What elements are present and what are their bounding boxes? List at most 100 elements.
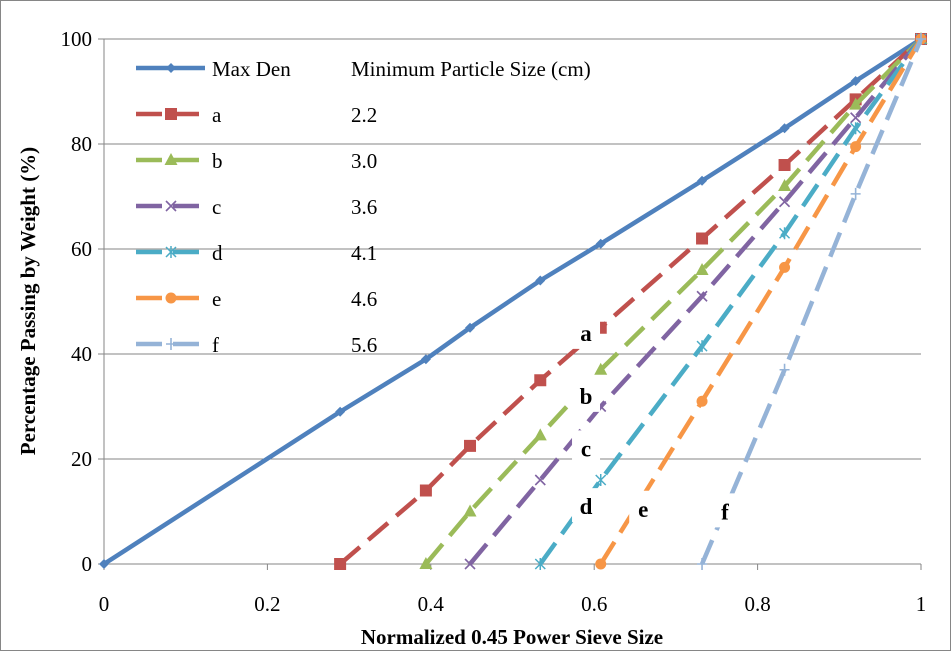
- annotation-label: d: [580, 494, 593, 519]
- data-point: [850, 187, 861, 200]
- data-point: [850, 141, 862, 153]
- legend-marker: [164, 153, 178, 165]
- legend-marker: [165, 246, 177, 258]
- data-point: [850, 76, 861, 86]
- legend-marker: [166, 338, 176, 350]
- legend-header: Minimum Particle Size (cm): [351, 57, 591, 81]
- data-point: [779, 123, 790, 134]
- annotation-bg: [572, 377, 601, 412]
- legend-marker: [166, 63, 176, 73]
- series-e: [595, 33, 927, 570]
- data-point: [696, 340, 708, 353]
- grid-lines: [104, 38, 921, 460]
- legend-size: 3.6: [351, 195, 377, 219]
- data-point: [697, 175, 708, 186]
- data-point: [595, 238, 606, 249]
- annotation-label: e: [638, 497, 648, 522]
- x-tick-label: 0: [99, 592, 110, 616]
- series-layer: [99, 32, 928, 570]
- data-point: [849, 97, 863, 110]
- legend-label: e: [212, 287, 221, 311]
- annotation-bg: [629, 490, 658, 525]
- legend-label: f: [212, 333, 219, 357]
- x-axis-title: Normalized 0.45 Power Sieve Size: [361, 625, 663, 649]
- data-point: [463, 504, 477, 517]
- y-tick-label: 80: [71, 132, 92, 156]
- data-point: [335, 406, 346, 417]
- y-tick-label: 20: [71, 447, 92, 471]
- data-point: [99, 559, 109, 569]
- y-tick-label: 0: [82, 552, 93, 576]
- annotation-bg: [572, 430, 601, 465]
- data-point: [695, 263, 709, 275]
- annotation-bg: [572, 488, 601, 523]
- tick-labels: 0 20 40 60 80 100 0 0.2 0.4 0.6 0.8 1: [61, 27, 927, 616]
- y-tick-label: 100: [61, 27, 93, 51]
- legend-label: a: [212, 103, 222, 127]
- data-point: [419, 484, 432, 497]
- series-f: [697, 33, 926, 570]
- legend: Minimum Particle Size (cm) Max Den a 2.2 b 3.…: [136, 57, 591, 357]
- legend-label: d: [212, 241, 223, 265]
- legend-size: 5.6: [351, 333, 377, 357]
- data-point: [419, 557, 433, 569]
- y-axis-title: Percentage Passing by Weight (%): [16, 147, 40, 455]
- data-point: [916, 33, 926, 45]
- legend-size: 2.2: [351, 103, 377, 127]
- data-point: [778, 179, 792, 191]
- series-line: [699, 38, 924, 565]
- data-point: [594, 362, 608, 375]
- annotation-bg: [710, 493, 739, 528]
- legend-marker: [165, 200, 177, 212]
- data-point: [595, 558, 607, 570]
- data-point: [464, 558, 476, 570]
- data-point: [696, 232, 709, 245]
- series-line: [538, 37, 923, 566]
- x-tick-label: 0.8: [744, 592, 770, 616]
- legend-label: Max Den: [212, 57, 291, 81]
- data-point: [778, 159, 791, 171]
- legend-label: b: [212, 149, 223, 173]
- data-point: [534, 374, 547, 387]
- data-point: [697, 558, 708, 570]
- data-point: [533, 428, 547, 441]
- data-point: [465, 322, 476, 333]
- x-tick-label: 0.2: [254, 592, 280, 616]
- legend-entry: a 2.2: [136, 103, 377, 127]
- x-tick-label: 0.4: [418, 592, 445, 616]
- annotation-label: c: [581, 436, 591, 461]
- annotation-backgrounds: [572, 314, 739, 528]
- legend-marker: [165, 292, 177, 304]
- series-line: [102, 37, 923, 566]
- data-point: [779, 363, 790, 376]
- legend-entry: Max Den: [136, 57, 291, 81]
- x-tick-label: 1: [916, 592, 927, 616]
- series-line: [424, 37, 923, 566]
- data-point: [850, 112, 862, 124]
- series-c: [464, 33, 927, 570]
- x-tick-label: 0.6: [581, 592, 607, 616]
- data-point: [534, 558, 546, 570]
- legend-size: 4.6: [351, 287, 377, 311]
- legend-marker: [165, 108, 177, 120]
- annotation-label: a: [580, 321, 592, 346]
- data-point: [535, 275, 546, 286]
- legend-entry: e 4.6: [136, 287, 377, 311]
- series-max-den: [99, 34, 926, 569]
- data-point: [850, 122, 862, 135]
- data-point: [779, 227, 791, 240]
- data-point: [595, 474, 607, 486]
- data-point: [464, 439, 477, 452]
- data-point: [696, 395, 708, 407]
- legend-size: 3.0: [351, 149, 377, 173]
- series-a: [334, 33, 927, 570]
- legend-label: c: [212, 195, 221, 219]
- annotations: a b c d e f: [580, 321, 729, 525]
- series-line: [468, 37, 923, 566]
- legend-entry: b 3.0: [136, 149, 377, 173]
- data-point: [779, 261, 791, 273]
- data-point: [334, 558, 347, 570]
- data-point: [778, 196, 791, 208]
